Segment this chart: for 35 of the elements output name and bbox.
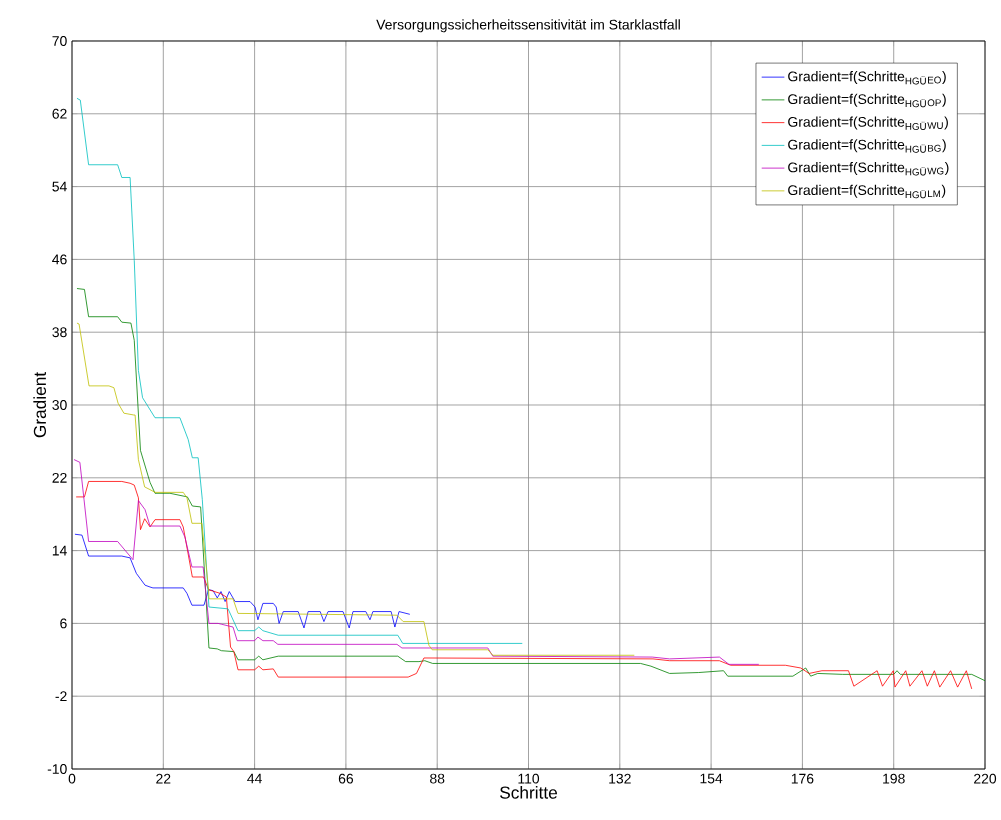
- x-tick-label: 220: [974, 773, 997, 784]
- x-tick-label: 132: [609, 773, 631, 784]
- legend-label: Gradient=f(Schritte$_{HGÜOP}$): [788, 93, 946, 108]
- line-series: [76, 322, 635, 656]
- legend-label: Gradient=f(Schritte$_{HGÜBG}$): [788, 139, 946, 153]
- x-tick-label: 66: [338, 773, 354, 784]
- legend-label: Gradient=f(Schritte$_{HGÜEO}$): [788, 71, 946, 85]
- y-axis-title: Gradient: [33, 372, 47, 438]
- line-series: [74, 533, 411, 629]
- y-tick-label: 6: [60, 618, 67, 629]
- x-tick-label: 0: [68, 773, 76, 784]
- line-series: [73, 459, 760, 665]
- y-tick-label: -2: [55, 691, 67, 702]
- x-tick-label: 44: [247, 773, 262, 784]
- legend-label: Gradient=f(Schritte$_{HGÜLM}$): [788, 184, 946, 199]
- y-tick-label: -10: [47, 764, 67, 774]
- legend-label: Gradient=f(Schritte$_{HGÜWG}$): [788, 162, 949, 176]
- x-tick-label: 154: [700, 773, 723, 784]
- y-tick-label: 54: [52, 181, 67, 192]
- x-tick-label: 22: [156, 773, 171, 784]
- chart-title: Versorgungssicherheitssensitivität im Starklastfall: [376, 19, 680, 33]
- x-tick-label: 176: [791, 773, 814, 784]
- y-tick-label: 38: [52, 327, 67, 338]
- x-tick-label: 88: [430, 773, 445, 784]
- x-tick-label: 110: [518, 773, 540, 784]
- x-tick-label: 198: [883, 773, 905, 784]
- y-tick-label: 14: [52, 545, 67, 556]
- y-tick-label: 62: [52, 108, 67, 119]
- y-tick-label: 70: [52, 36, 67, 46]
- x-axis-title: Schritte: [500, 786, 557, 799]
- y-tick-label: 22: [52, 472, 67, 483]
- line-series: [76, 288, 986, 682]
- y-tick-label: 30: [52, 400, 67, 410]
- y-tick-label: 46: [52, 254, 67, 265]
- legend-label: Gradient=f(Schritte$_{HGÜWU}$): [788, 116, 948, 130]
